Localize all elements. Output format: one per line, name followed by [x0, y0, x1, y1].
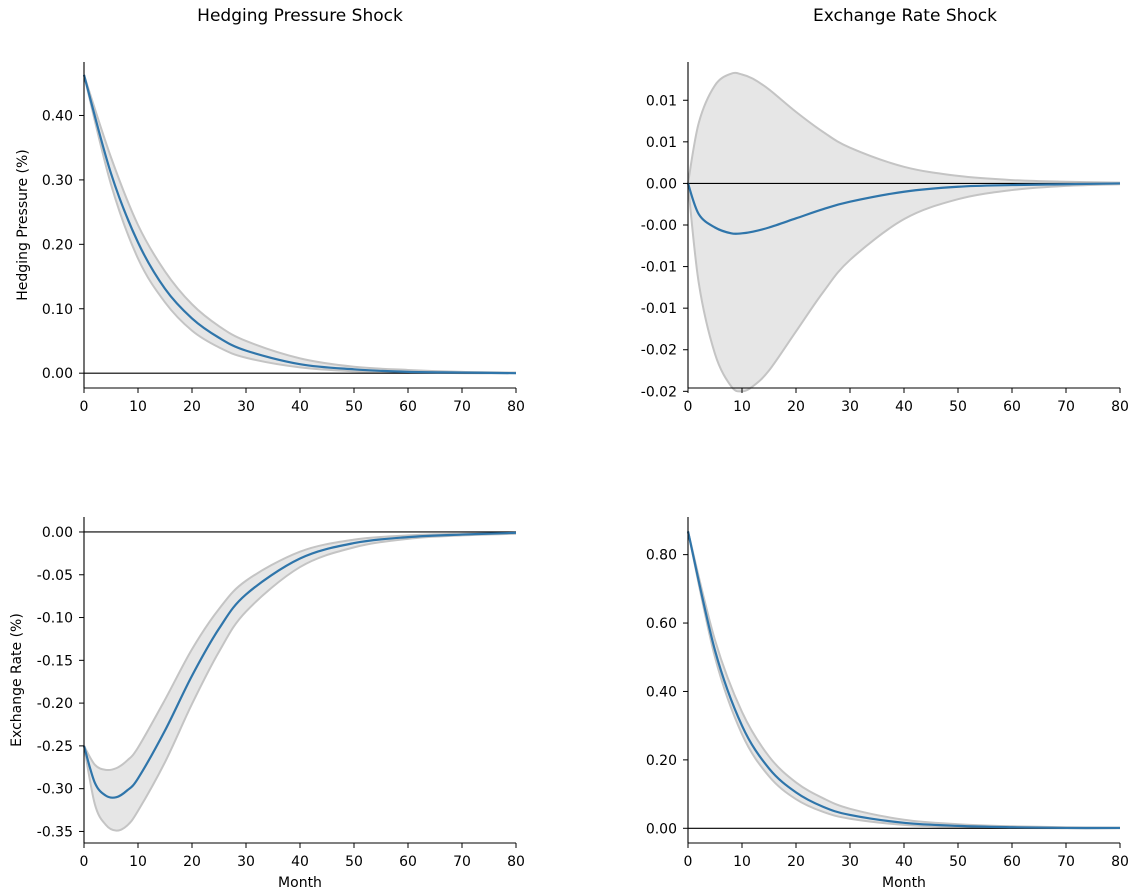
- x-tick-label: 10: [733, 399, 751, 415]
- x-tick-label: 70: [453, 854, 471, 870]
- x-tick-label: 0: [80, 399, 89, 415]
- median-response-line: [686, 531, 1121, 830]
- y-tick-label: 0.00: [646, 821, 677, 837]
- x-tick-label: 80: [1111, 399, 1129, 415]
- y-tick-label: 0.20: [646, 753, 677, 769]
- band-upper-edge: [83, 74, 517, 374]
- median-response-line: [82, 74, 517, 375]
- y-axis-label: Hedging Pressure (%): [15, 149, 31, 300]
- x-tick-label: 60: [399, 854, 417, 870]
- band-upper-edge: [687, 531, 1121, 829]
- x-tick-label: 50: [949, 399, 967, 415]
- y-axis-label: Exchange Rate (%): [9, 613, 25, 747]
- x-tick-label: 50: [345, 399, 363, 415]
- x-tick-label: 10: [129, 399, 147, 415]
- confidence-band: [688, 72, 1120, 392]
- y-tick-label: 0.20: [42, 237, 73, 253]
- column-title-exchange-rate-shock: Exchange Rate Shock: [813, 6, 997, 26]
- y-tick-label: -0.01: [641, 260, 677, 276]
- y-tick-label: 0.00: [42, 366, 73, 382]
- y-tick-label: 0.01: [646, 135, 677, 151]
- median-response-line: [686, 182, 1121, 235]
- x-tick-label: 30: [841, 399, 859, 415]
- y-tick-label: -0.05: [37, 568, 73, 584]
- y-tick-label: -0.02: [641, 343, 677, 359]
- x-tick-label: 30: [237, 854, 255, 870]
- x-tick-label: 70: [453, 399, 471, 415]
- x-tick-label: 0: [80, 854, 89, 870]
- panel-top-left: 0 10 20 30 40 50 60 70 80 0.00 0.10 0.20 0.30 0.40 Hed…: [15, 62, 525, 415]
- y-tick-label: 0.01: [646, 93, 677, 109]
- x-tick-label: 0: [684, 399, 693, 415]
- x-tick-label: 70: [1057, 399, 1075, 415]
- y-tick-label: 0.80: [646, 548, 677, 564]
- y-tick-label: 0.00: [646, 176, 677, 192]
- x-tick-label: 30: [237, 399, 255, 415]
- y-tick-label: -0.20: [37, 696, 73, 712]
- x-tick-label: 40: [291, 854, 309, 870]
- band-lower-edge: [83, 532, 517, 832]
- confidence-band: [84, 532, 516, 831]
- band-lower-edge: [83, 74, 517, 375]
- x-tick-label: 40: [291, 399, 309, 415]
- x-tick-label: 80: [1111, 854, 1129, 870]
- x-tick-label: 80: [507, 854, 525, 870]
- x-axis-label: Month: [882, 875, 926, 891]
- panel-top-right: 0 10 20 30 40 50 60 70 80 0.01 0.01 0.00 -0.00 -0.01 -…: [641, 62, 1129, 415]
- y-tick-label: -0.15: [37, 653, 73, 669]
- y-tick-label: 0.60: [646, 616, 677, 632]
- y-tick-label: -0.25: [37, 739, 73, 755]
- panels-container: 0 10 20 30 40 50 60 70 80 0.00 0.10 0.20 0.30 0.40 Hed…: [9, 62, 1129, 891]
- x-tick-label: 40: [895, 399, 913, 415]
- y-tick-label: -0.10: [37, 611, 73, 627]
- y-tick-label: 0.40: [646, 684, 677, 700]
- x-axis-label: Month: [278, 875, 322, 891]
- x-tick-label: 10: [129, 854, 147, 870]
- x-tick-label: 20: [787, 399, 805, 415]
- confidence-band: [84, 74, 516, 374]
- x-tick-label: 60: [1003, 854, 1021, 870]
- x-tick-label: 20: [183, 399, 201, 415]
- band-upper-edge: [687, 71, 1121, 184]
- y-tick-label: 0.40: [42, 108, 73, 124]
- y-tick-label: -0.02: [641, 384, 677, 400]
- y-tick-label: -0.30: [37, 782, 73, 798]
- x-tick-label: 20: [787, 854, 805, 870]
- panel-bottom-left: 0 10 20 30 40 50 60 70 80 0.00 -0.05 -0.10 -0.15 -0.2…: [9, 517, 525, 891]
- x-tick-label: 0: [684, 854, 693, 870]
- panel-bottom-right: 0 10 20 30 40 50 60 70 80 0.00 0.20 0.40 0.60 0.80 Mon…: [646, 517, 1129, 891]
- band-lower-edge: [687, 183, 1121, 393]
- y-tick-label: -0.35: [37, 824, 73, 840]
- x-tick-label: 50: [949, 854, 967, 870]
- y-tick-label: 0.10: [42, 302, 73, 318]
- x-tick-label: 30: [841, 854, 859, 870]
- x-tick-label: 10: [733, 854, 751, 870]
- column-title-hedging-pressure-shock: Hedging Pressure Shock: [197, 6, 403, 26]
- y-tick-label: -0.01: [641, 301, 677, 317]
- x-tick-label: 80: [507, 399, 525, 415]
- x-tick-label: 70: [1057, 854, 1075, 870]
- x-tick-label: 50: [345, 854, 363, 870]
- x-tick-label: 20: [183, 854, 201, 870]
- x-tick-label: 60: [1003, 399, 1021, 415]
- median-response-line: [82, 531, 517, 799]
- x-tick-label: 60: [399, 399, 417, 415]
- y-tick-label: 0.00: [42, 525, 73, 541]
- band-lower-edge: [687, 531, 1121, 830]
- confidence-band: [688, 531, 1120, 829]
- y-tick-label: 0.30: [42, 173, 73, 189]
- x-tick-label: 40: [895, 854, 913, 870]
- band-upper-edge: [83, 531, 517, 772]
- y-tick-label: -0.00: [641, 218, 677, 234]
